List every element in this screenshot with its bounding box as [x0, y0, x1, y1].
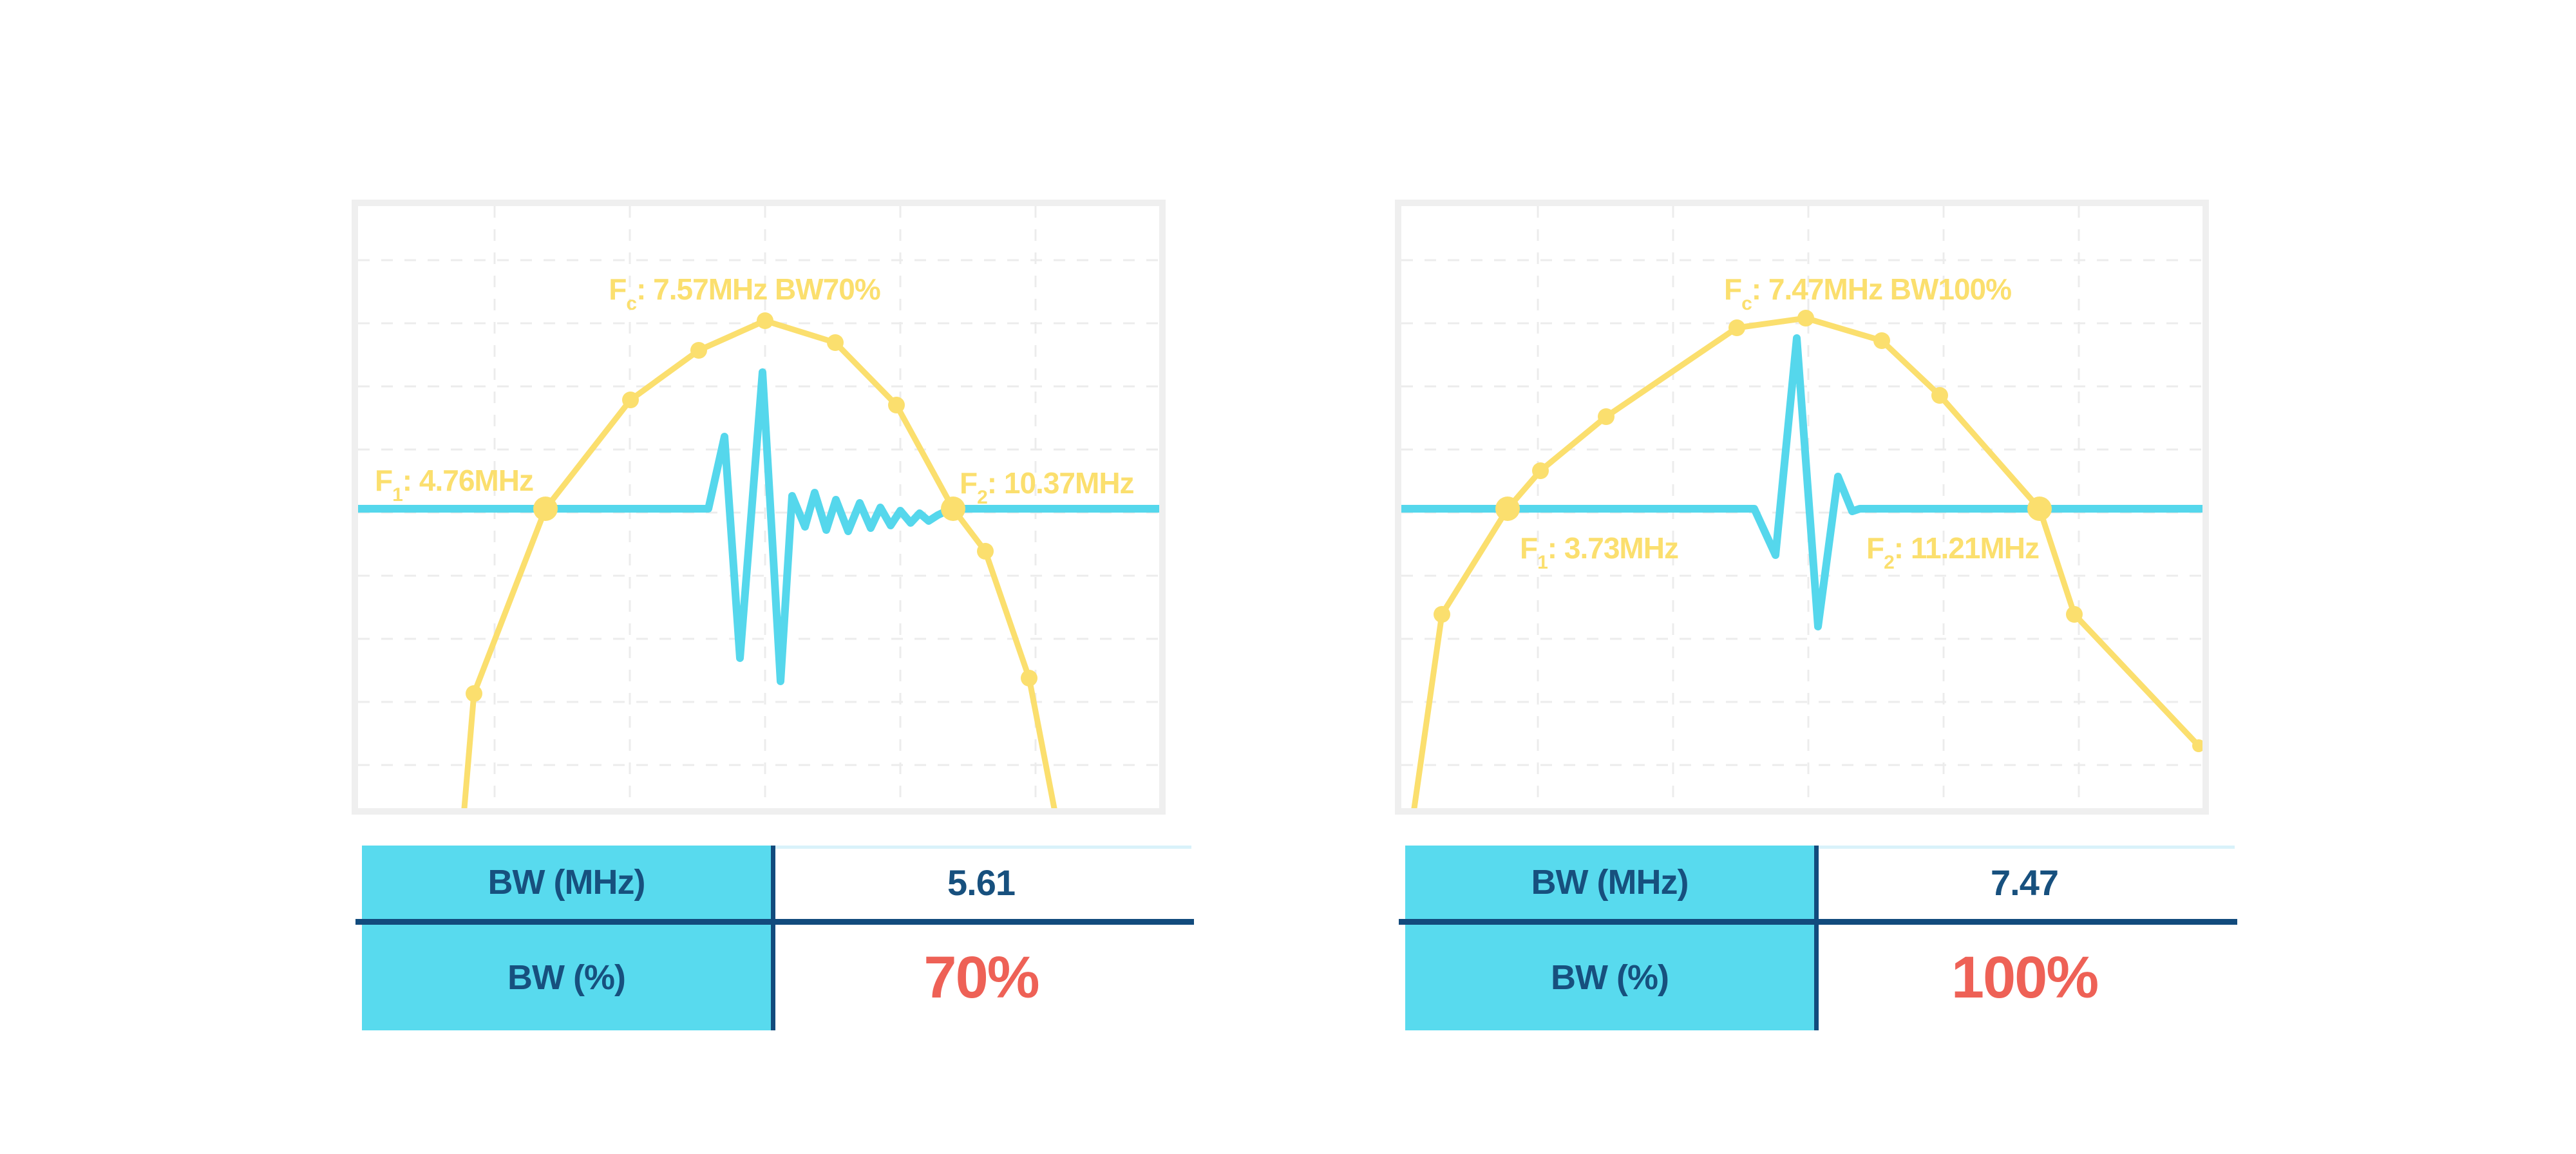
table-row-separator [1399, 919, 2237, 925]
bw-pct-value: 100% [1951, 944, 2099, 1010]
table-column-divider [1814, 846, 1819, 1030]
table-top-rule [1814, 846, 2235, 849]
table-row: BW (MHz) 5.61 [362, 846, 1191, 919]
bw-pct-label: BW (%) [507, 958, 626, 997]
fc-annotation: Fc: 7.57MHz BW70% [609, 272, 880, 314]
bw-mhz-value: 7.47 [1991, 862, 2059, 903]
table-row-separator [355, 919, 1194, 925]
f2-annotation: F2: 10.37MHz [960, 466, 1135, 508]
spectrum-chart-bw70: Fc: 7.57MHz BW70% F1: 4.76MHz F2: 10.37M… [352, 200, 1166, 815]
table-row: BW (%) 70% [362, 925, 1191, 1030]
table-column-divider [771, 846, 775, 1030]
bw-table-bw70: BW (MHz) 5.61 BW (%) 70% [355, 846, 1194, 1030]
table-top-rule [771, 846, 1191, 849]
chart-svg-bw100 [1401, 206, 2202, 808]
bw-pct-label: BW (%) [1551, 958, 1669, 997]
bw-table-bw100: BW (MHz) 7.47 BW (%) 100% [1399, 846, 2237, 1030]
bw-mhz-label: BW (MHz) [488, 863, 646, 902]
f2-annotation: F2: 11.21MHz [1866, 531, 2040, 573]
bw-mhz-value: 5.61 [947, 862, 1016, 903]
bw-mhz-label: BW (MHz) [1531, 863, 1689, 902]
table-header-column [1405, 846, 1814, 1030]
spectrum-chart-bw100: Fc: 7.47MHz BW100% F1: 3.73MHz F2: 11.21… [1395, 200, 2209, 815]
chart-svg-bw70 [358, 206, 1159, 808]
table-header-column [362, 846, 771, 1030]
table-row: BW (MHz) 7.47 [1405, 846, 2235, 919]
fc-annotation: Fc: 7.47MHz BW100% [1723, 272, 2012, 314]
f1-annotation: F1: 4.76MHz [375, 464, 534, 506]
bw-pct-value: 70% [923, 944, 1039, 1010]
table-row: BW (%) 100% [1405, 925, 2235, 1030]
f1-annotation: F1: 3.73MHz [1520, 531, 1679, 573]
